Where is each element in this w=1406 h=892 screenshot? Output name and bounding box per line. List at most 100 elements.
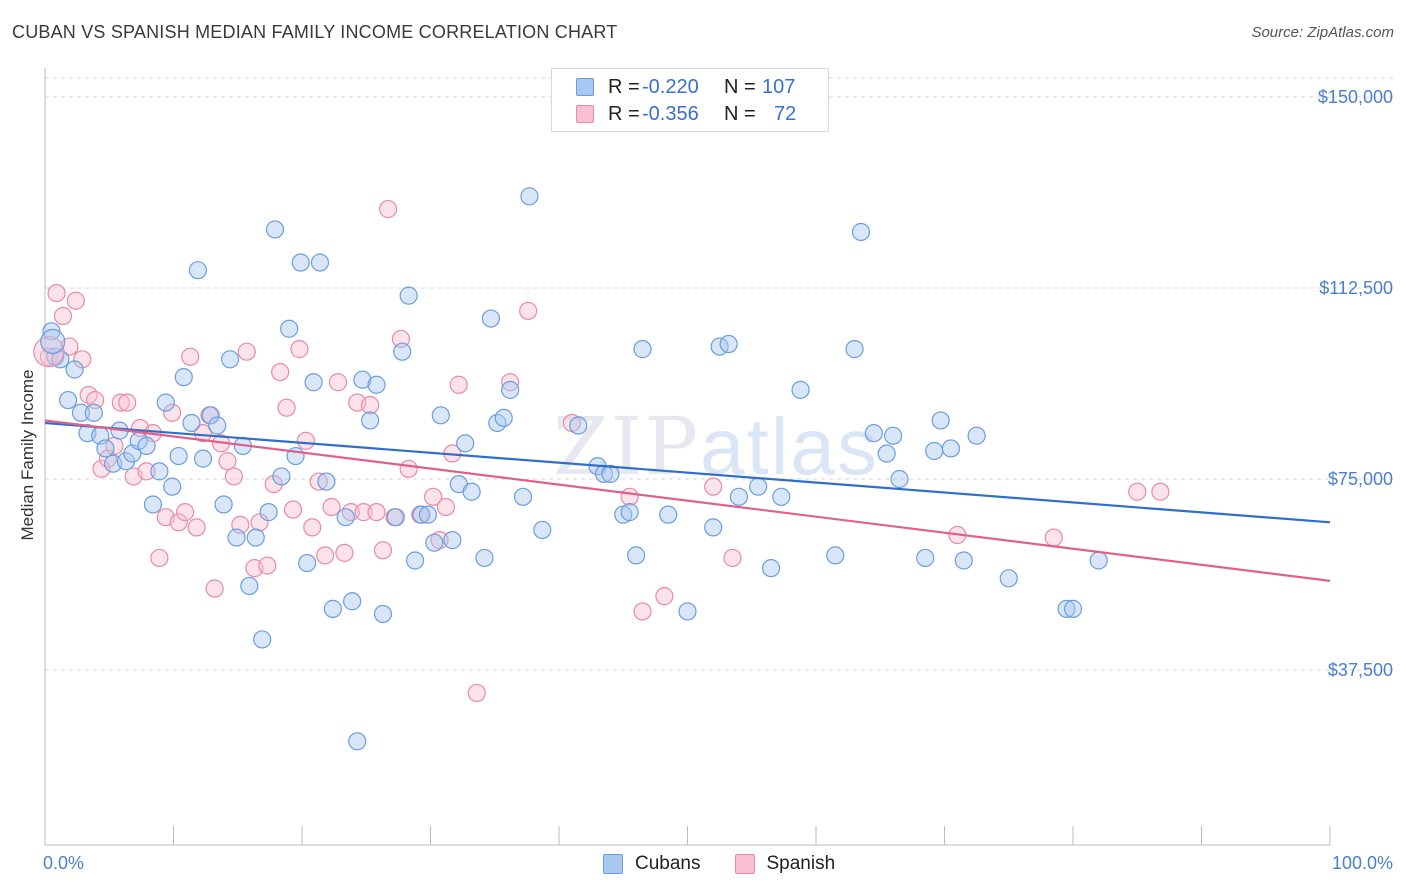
point-spanish [39, 347, 58, 366]
trend-line-cubans [44, 421, 1331, 524]
point-cubans [182, 413, 201, 433]
point-cubans [916, 548, 935, 568]
chart-title: CUBAN VS SPANISH MEDIAN FAMILY INCOME CO… [12, 22, 618, 42]
point-spanish [271, 362, 290, 382]
point-spanish [66, 291, 85, 310]
point-spanish [316, 546, 335, 565]
point-cubans [626, 546, 646, 565]
point-cubans [367, 375, 386, 394]
point-cubans [343, 592, 362, 611]
legend-n-label: N = [724, 102, 756, 125]
point-cubans [386, 508, 405, 527]
point-cubans [40, 328, 66, 355]
legend-row-cubans: R = -0.220 N = 107 [576, 75, 795, 99]
point-spanish [264, 474, 283, 494]
point-cubans [272, 467, 291, 486]
point-cubans [208, 416, 227, 435]
point-cubans [143, 495, 163, 514]
point-spanish [322, 497, 341, 517]
point-cubans [193, 449, 213, 468]
point-spanish [436, 497, 456, 517]
point-cubans [443, 531, 462, 550]
point-spanish [181, 347, 200, 366]
y-tick-label: $112,500 [1319, 278, 1393, 298]
point-cubans [348, 732, 367, 751]
point-spanish [53, 306, 73, 326]
point-cubans [1063, 599, 1083, 618]
point-spanish [399, 459, 418, 478]
point-cubans [954, 551, 973, 570]
point-spanish [723, 548, 742, 568]
legend-r-label: R = [608, 75, 640, 98]
point-cubans [188, 261, 208, 280]
point-cubans [304, 373, 323, 392]
point-spanish [328, 373, 348, 392]
point-cubans [214, 495, 233, 514]
point-cubans [1089, 551, 1108, 570]
source-attribution: Source: ZipAtlas.com [1251, 24, 1394, 41]
point-spanish [205, 579, 224, 598]
legend-item-cubans: Cubans [603, 853, 701, 875]
point-spanish [111, 393, 130, 412]
point-cubans [65, 360, 84, 379]
point-spanish [137, 462, 156, 481]
point-cubans [704, 518, 723, 537]
point-spanish [655, 587, 674, 606]
point-cubans [494, 408, 513, 427]
point-cubans [201, 406, 220, 425]
y-axis-label: Median Family Income [18, 369, 37, 540]
point-cubans [310, 253, 330, 272]
y-tick-label: $37,500 [1328, 660, 1393, 680]
legend-label-cubans: Cubans [635, 853, 701, 874]
point-spanish [1044, 528, 1063, 547]
point-cubans [601, 464, 620, 484]
point-spanish [1128, 482, 1147, 501]
y-tick-label: $75,000 [1328, 469, 1393, 489]
point-cubans [659, 505, 678, 524]
point-spanish [193, 424, 213, 443]
legend-swatch-cubans [603, 854, 623, 874]
point-cubans [246, 528, 265, 547]
legend-swatch-cubans [576, 78, 594, 96]
point-cubans [323, 599, 342, 618]
point-cubans [71, 403, 91, 422]
point-cubans [456, 434, 475, 453]
point-spanish [467, 683, 486, 703]
point-cubans [761, 559, 781, 578]
point-cubans [137, 436, 156, 455]
point-cubans [116, 452, 136, 471]
point-cubans [259, 503, 278, 522]
point-cubans [418, 505, 438, 524]
point-spanish [175, 503, 195, 522]
point-cubans [791, 380, 810, 399]
point-cubans [84, 403, 103, 422]
point-spanish [47, 283, 66, 303]
point-cubans [291, 253, 310, 272]
point-cubans [353, 370, 372, 389]
point-spanish [361, 396, 380, 415]
point-spanish [341, 503, 360, 522]
point-cubans [569, 416, 588, 435]
point-cubans [393, 342, 412, 361]
point-cubans [851, 222, 871, 242]
point-cubans [150, 462, 169, 481]
point-cubans [240, 576, 259, 596]
point-spanish [224, 467, 243, 486]
point-cubans [399, 286, 418, 305]
point-cubans [412, 505, 431, 524]
point-cubans [317, 472, 336, 491]
point-spanish [290, 340, 309, 359]
point-cubans [462, 482, 481, 501]
point-cubans [877, 444, 896, 463]
point-cubans [501, 380, 520, 399]
trend-lines [44, 419, 1331, 582]
point-cubans [678, 602, 697, 621]
point-spanish [218, 452, 237, 471]
point-cubans [864, 424, 883, 443]
watermark-zip: ZIP [553, 400, 701, 493]
legend-r-label: R = [608, 102, 640, 125]
x-tick-label: 100.0% [1332, 853, 1393, 873]
point-spanish [303, 518, 322, 537]
point-spanish [283, 500, 303, 519]
